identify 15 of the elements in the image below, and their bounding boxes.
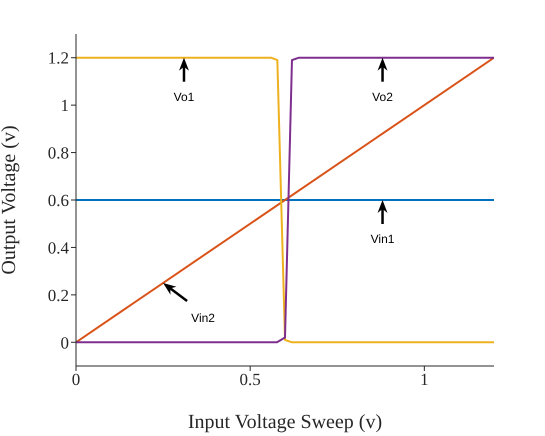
x-tick-label: 1 xyxy=(420,370,429,390)
y-tick-label: 1.2 xyxy=(48,48,69,68)
y-tick-label: 1 xyxy=(60,96,69,116)
annotation: Vin1 xyxy=(370,232,395,246)
annotation: Vo2 xyxy=(372,90,394,104)
annotation: Vo1 xyxy=(174,90,195,104)
annotation: Vin2 xyxy=(191,311,216,326)
x-axis-title: Input Voltage Sweep (v) xyxy=(188,411,382,433)
y-axis-title: Output Voltage (v) xyxy=(0,125,20,275)
y-tick-label: 0.8 xyxy=(48,144,69,163)
x-tick-label: 0.5 xyxy=(240,370,261,390)
y-tick-label: 0.6 xyxy=(48,191,69,210)
y-tick-label: 0 xyxy=(60,333,69,352)
y-tick-label: 0.2 xyxy=(48,286,69,305)
y-tick-label: 0.4 xyxy=(48,238,70,258)
